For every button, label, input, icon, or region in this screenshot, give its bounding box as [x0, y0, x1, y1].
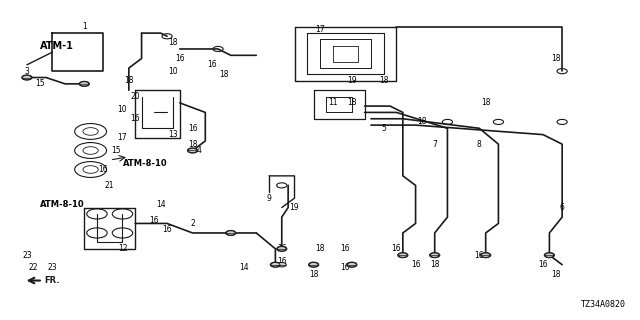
Circle shape: [277, 262, 286, 267]
Text: 16: 16: [538, 260, 548, 269]
Text: 10: 10: [168, 67, 179, 76]
Text: ATM-1: ATM-1: [40, 41, 74, 51]
Text: 16: 16: [392, 244, 401, 253]
Text: 19: 19: [347, 76, 356, 85]
Circle shape: [188, 148, 197, 153]
Text: 1: 1: [82, 22, 86, 31]
Text: 16: 16: [277, 257, 287, 266]
Circle shape: [481, 253, 490, 257]
Text: ATM-8-10: ATM-8-10: [40, 200, 84, 209]
Text: 8: 8: [477, 140, 482, 148]
Text: 9: 9: [267, 194, 271, 203]
Text: 16: 16: [340, 244, 350, 253]
Text: TZ34A0820: TZ34A0820: [581, 300, 626, 309]
Text: 23: 23: [22, 251, 32, 260]
Text: 18: 18: [169, 38, 178, 47]
Text: 14: 14: [156, 200, 166, 209]
Circle shape: [309, 262, 318, 267]
Text: 2: 2: [190, 219, 195, 228]
Text: 18: 18: [188, 140, 197, 148]
Text: 14: 14: [239, 263, 248, 272]
Text: 16: 16: [150, 216, 159, 225]
Text: 18: 18: [551, 54, 561, 63]
Text: 16: 16: [99, 165, 108, 174]
Circle shape: [348, 262, 356, 267]
Text: 18: 18: [347, 99, 356, 108]
Text: 16: 16: [163, 225, 172, 234]
Text: 18: 18: [481, 99, 490, 108]
Text: 22: 22: [29, 263, 38, 272]
Text: 16: 16: [175, 54, 184, 63]
Text: 18: 18: [417, 117, 427, 126]
Text: 16: 16: [277, 244, 287, 253]
Text: 13: 13: [168, 130, 179, 139]
Text: 20: 20: [131, 92, 140, 101]
Text: 16: 16: [207, 60, 216, 69]
Text: 18: 18: [316, 244, 324, 253]
Text: 4: 4: [196, 146, 202, 155]
Circle shape: [430, 253, 439, 257]
Text: 18: 18: [430, 260, 440, 269]
Text: 18: 18: [220, 70, 229, 79]
Text: FR.: FR.: [45, 276, 60, 285]
Text: 7: 7: [432, 140, 437, 148]
Text: 16: 16: [411, 260, 420, 269]
Text: 12: 12: [118, 244, 127, 253]
Text: 23: 23: [47, 263, 57, 272]
Text: 21: 21: [105, 181, 115, 190]
Text: 6: 6: [560, 203, 564, 212]
Text: 10: 10: [118, 105, 127, 114]
Circle shape: [227, 231, 236, 235]
Text: 3: 3: [24, 67, 29, 76]
Text: 17: 17: [315, 25, 325, 35]
Circle shape: [277, 247, 286, 251]
Text: 15: 15: [35, 79, 44, 88]
Text: 16: 16: [188, 124, 197, 133]
Circle shape: [398, 253, 407, 257]
Text: 16: 16: [474, 251, 484, 260]
Text: 18: 18: [309, 270, 318, 279]
Text: 18: 18: [124, 76, 134, 85]
Text: ATM-8-10: ATM-8-10: [122, 159, 167, 168]
Circle shape: [545, 253, 554, 257]
Text: 16: 16: [131, 114, 140, 123]
Text: 15: 15: [111, 146, 121, 155]
Text: 18: 18: [551, 270, 561, 279]
Circle shape: [80, 82, 89, 86]
Text: 11: 11: [328, 99, 337, 108]
Text: 16: 16: [340, 263, 350, 272]
Text: 19: 19: [290, 203, 300, 212]
Circle shape: [22, 75, 31, 80]
Text: 17: 17: [118, 133, 127, 142]
Circle shape: [271, 262, 280, 267]
Text: 5: 5: [381, 124, 386, 133]
Text: 18: 18: [379, 76, 388, 85]
